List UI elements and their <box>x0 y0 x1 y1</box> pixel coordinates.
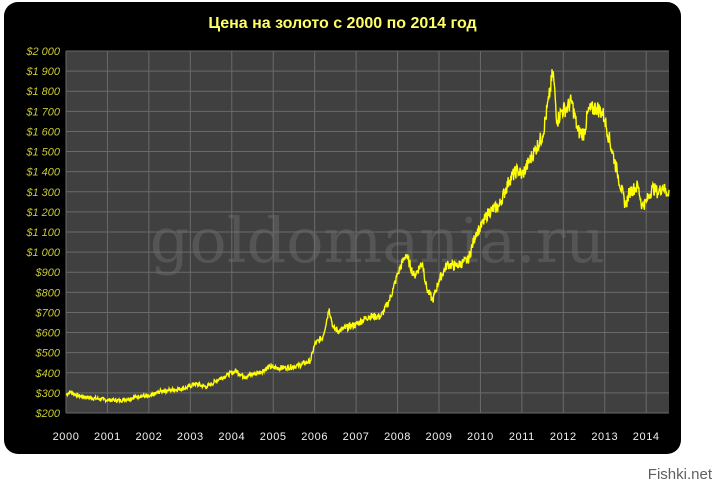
y-tick-label: $700 <box>35 307 61 319</box>
x-tick-label: 2002 <box>135 431 162 443</box>
y-tick-label: $600 <box>35 328 61 340</box>
x-tick-label: 2012 <box>550 431 577 443</box>
y-tick-label: $2 000 <box>25 46 61 58</box>
y-tick-label: $200 <box>35 408 61 420</box>
y-tick-label: $1 300 <box>25 187 61 199</box>
x-tick-label: 2011 <box>509 431 535 443</box>
y-tick-label: $1 000 <box>25 247 61 259</box>
y-tick-label: $1 500 <box>25 147 61 159</box>
y-tick-label: $900 <box>35 267 61 279</box>
x-tick-label: 2005 <box>260 431 287 443</box>
x-tick-label: 2009 <box>426 431 453 443</box>
y-tick-label: $800 <box>35 287 61 299</box>
y-tick-label: $1 900 <box>25 66 61 78</box>
x-tick-label: 2003 <box>177 431 204 443</box>
y-tick-label: $1 700 <box>25 106 61 118</box>
x-tick-label: 2013 <box>591 431 618 443</box>
x-tick-label: 2004 <box>218 431 245 443</box>
y-tick-label: $300 <box>35 388 61 400</box>
y-tick-label: $1 400 <box>25 167 61 179</box>
x-tick-label: 2010 <box>467 431 494 443</box>
y-tick-label: $1 600 <box>25 126 61 138</box>
x-tick-label: 2000 <box>53 431 80 443</box>
gold-price-line <box>65 69 670 405</box>
y-tick-label: $1 800 <box>25 86 61 98</box>
y-tick-label: $500 <box>35 348 61 360</box>
y-tick-label: $1 200 <box>25 207 61 219</box>
x-tick-label: 2014 <box>633 431 660 443</box>
watermark: goldomania.ru <box>150 204 606 277</box>
x-tick-label: 2008 <box>384 431 411 443</box>
source-credit: Fishki.net <box>647 466 712 483</box>
y-tick-label: $1 100 <box>25 227 61 239</box>
y-axis-ticks: $2 000 $1 900 $1 800 $1 700 $1 600 $1 500 $1 4… <box>25 46 61 420</box>
x-tick-label: 2001 <box>94 431 121 443</box>
y-tick-label: $400 <box>35 368 61 380</box>
chart-title: Цена на золото с 2000 по 2014 год <box>208 15 477 32</box>
x-tick-label: 2007 <box>343 431 370 443</box>
x-tick-label: 2006 <box>301 431 328 443</box>
x-axis-ticks: 2000 2001 2002 2003 2004 2005 2006 2007 2008 2009… <box>53 431 660 443</box>
